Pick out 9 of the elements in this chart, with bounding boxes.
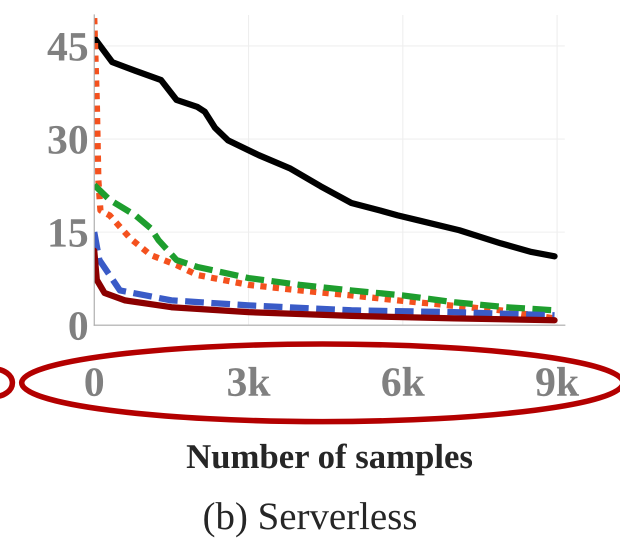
x-axis-title: Number of samples	[186, 444, 472, 476]
x-tick-label: 9k	[536, 366, 580, 396]
y-tick-label: 45	[48, 33, 88, 61]
x-tick-label: 3k	[228, 366, 270, 396]
y-tick-label: 30	[48, 126, 88, 154]
y-tick-label: 15	[50, 219, 88, 247]
y-tick-label: 0	[69, 312, 88, 340]
x-tick-label: 6k	[382, 366, 425, 396]
text: (b) Serverless	[204, 502, 416, 538]
